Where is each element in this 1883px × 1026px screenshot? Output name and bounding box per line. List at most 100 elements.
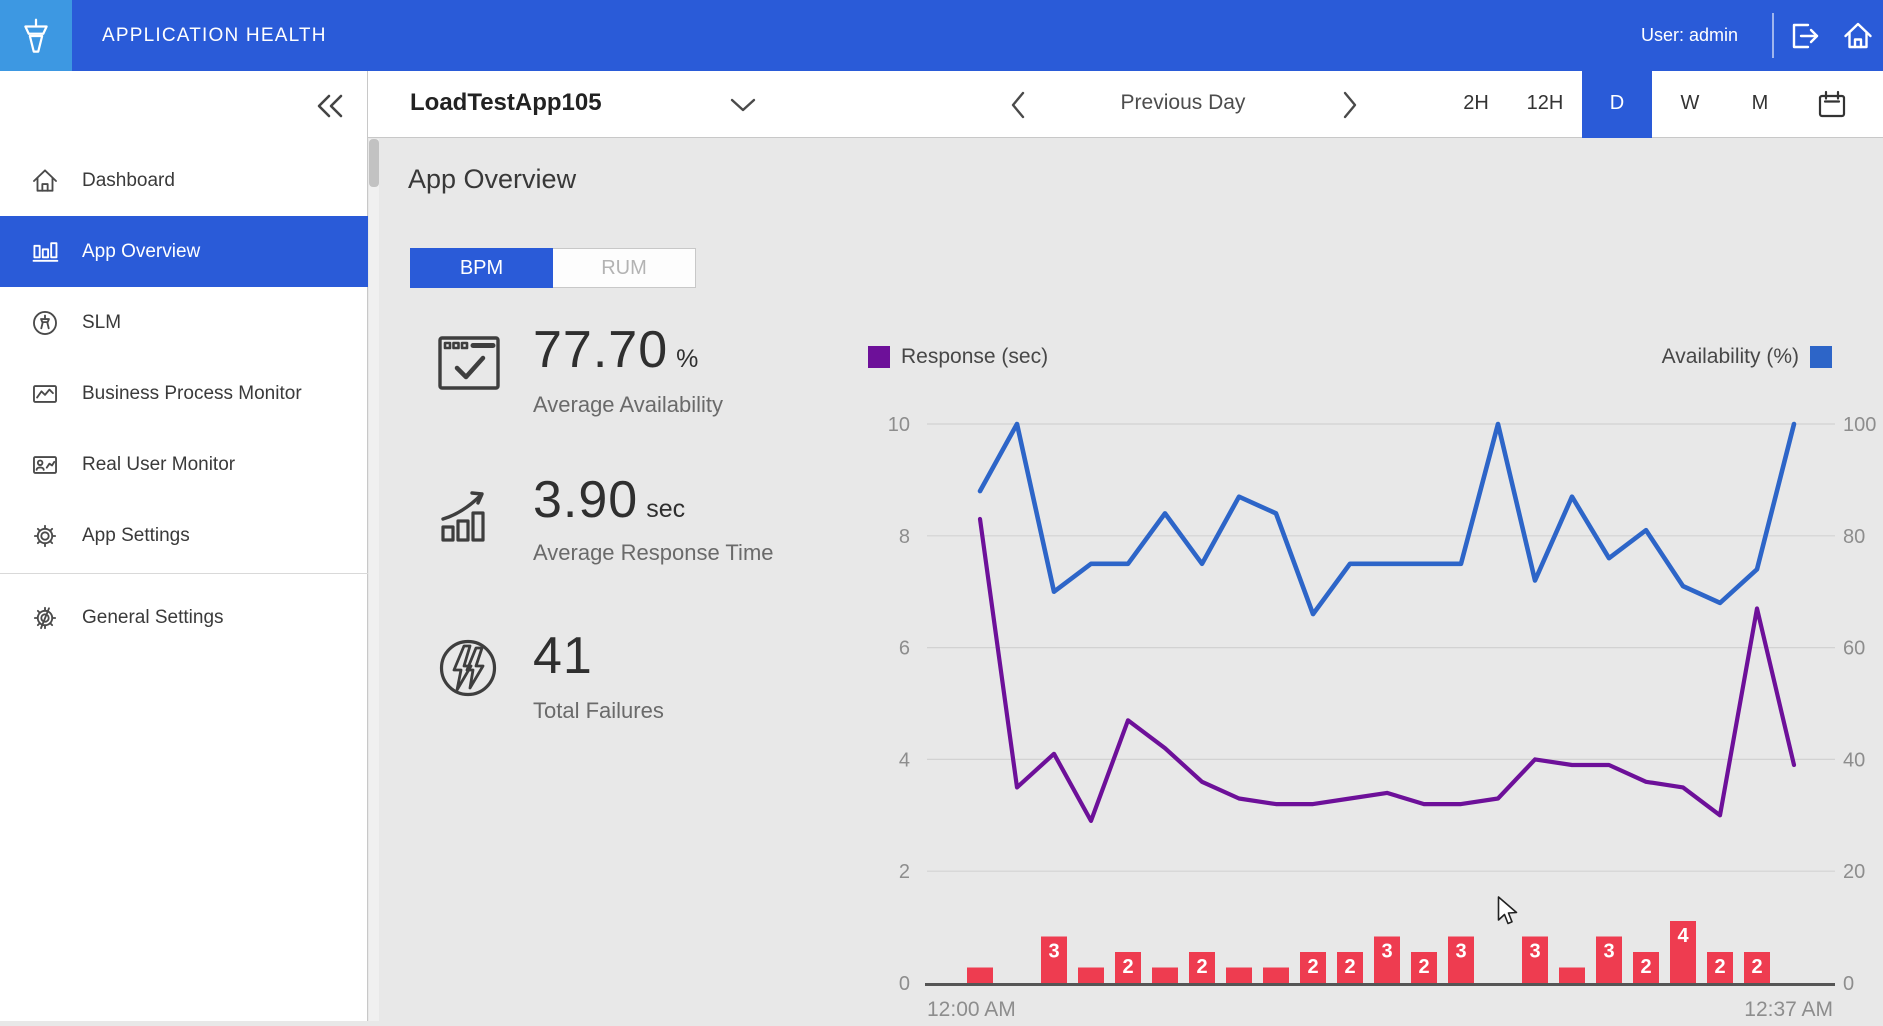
gear-icon [30,521,60,551]
gear-pencil-icon [30,603,60,633]
sidebar-item-general-settings[interactable]: General Settings [0,582,368,653]
slm-tower-icon [30,308,60,338]
next-arrow-icon[interactable] [1342,91,1358,119]
svg-text:2: 2 [1751,956,1762,978]
sidebar-item-dashboard[interactable]: Dashboard [0,145,368,216]
sidebar-item-app-overview[interactable]: App Overview [0,216,368,287]
svg-text:12:37 AM: 12:37 AM [1744,998,1833,1021]
svg-text:10: 10 [888,414,910,436]
collapse-sidebar-icon[interactable] [313,89,347,123]
svg-text:3: 3 [1048,941,1059,963]
chart-frame-icon [30,379,60,409]
range-week-button[interactable]: W [1680,92,1700,114]
bpm-toggle-button[interactable]: BPM [410,248,553,288]
calendar-check-icon [437,333,501,393]
home-icon [30,166,60,196]
svg-text:4: 4 [1677,925,1689,947]
chart-canvas: 10 100 8 80 6 60 4 40 2 20 0 0 3 2 2 2 2 3 2 3 3 3 2 4 2 2 12:00 A… [888,414,1877,1021]
svg-text:2: 2 [1640,956,1651,978]
sidebar-item-label: App Settings [82,524,190,546]
lightning-circle-icon [437,638,501,698]
total-failures-label: Total Failures [533,698,664,723]
sidebar-item-label: Real User Monitor [82,453,236,475]
svg-text:2: 2 [1344,956,1355,978]
sidebar-nav: Dashboard App Overview SLM Business Proc… [0,145,368,653]
range-12h-button[interactable]: 12H [1526,92,1564,114]
sidebar-item-app-settings[interactable]: App Settings [0,500,368,571]
sidebar-divider [0,573,368,574]
response-time-value: 3.90 sec [533,470,685,530]
response-time-label: Average Response Time [533,540,774,565]
response-legend-label: Response (sec) [901,345,1049,368]
mouse-cursor [1497,896,1519,926]
svg-text:40: 40 [1843,749,1865,771]
sidebar-item-label: General Settings [82,606,224,628]
app-logo[interactable] [0,0,72,71]
svg-text:100: 100 [1843,414,1876,436]
page-title: APPLICATION HEALTH [102,25,327,46]
user-frame-icon [30,450,60,480]
scrollbar-track[interactable] [369,139,379,1021]
availability-unit: % [676,345,699,373]
time-nav-label[interactable]: Previous Day [1120,91,1246,114]
svg-text:3: 3 [1529,941,1540,963]
svg-text:3: 3 [1603,941,1614,963]
scrollbar-thumb[interactable] [369,139,379,187]
bpm-rum-toggle: BPM RUM [410,248,696,288]
response-time-unit: sec [646,495,686,523]
svg-text:80: 80 [1843,526,1865,548]
bar-chart-icon [30,237,60,267]
range-month-button[interactable]: M [1751,92,1769,114]
availability-label: Average Availability [533,392,723,417]
legend-availability: Availability (%) [1598,345,1832,369]
sidebar-item-business-process-monitor[interactable]: Business Process Monitor [0,358,368,429]
range-2h-button[interactable]: 2H [1463,92,1489,114]
sidebar-item-real-user-monitor[interactable]: Real User Monitor [0,429,368,500]
previous-arrow-icon[interactable] [1010,91,1026,119]
svg-text:2: 2 [1122,956,1133,978]
logout-icon[interactable] [1787,19,1821,53]
svg-text:3: 3 [1455,941,1466,963]
sidebar-item-label: Dashboard [82,169,175,191]
total-failures-number: 41 [533,627,593,685]
sidebar-item-label: Business Process Monitor [82,382,302,404]
sidebar-item-slm[interactable]: SLM [0,287,368,358]
svg-text:0: 0 [1843,973,1854,995]
control-tower-icon [24,18,48,53]
svg-text:2: 2 [1418,956,1429,978]
sidebar-item-label: SLM [82,311,122,333]
timeseries-chart: 10 100 8 80 6 60 4 40 2 20 0 0 3 2 2 2 2 3 2 3 3 3 2 4 2 2 12:00 A… [740,410,1883,1021]
svg-text:2: 2 [1196,956,1207,978]
availability-number: 77.70 [533,321,669,379]
calendar-icon[interactable] [1816,89,1848,121]
svg-text:4: 4 [899,749,910,771]
toolbar: LoadTestApp105 Previous Day 2H 12H D W M [368,71,1883,138]
growth-chart-icon [437,484,501,544]
home-icon[interactable] [1841,19,1875,53]
svg-text:60: 60 [1843,638,1865,660]
svg-text:0: 0 [899,973,910,995]
svg-text:2: 2 [899,861,910,883]
availability-legend-swatch [1810,346,1832,368]
chevron-down-icon[interactable] [730,97,756,113]
svg-text:20: 20 [1843,861,1865,883]
svg-text:3: 3 [1381,941,1392,963]
header-divider [1772,13,1774,58]
svg-text:2: 2 [1714,956,1725,978]
app-selector[interactable]: LoadTestApp105 [410,89,602,116]
response-time-number: 3.90 [533,471,639,529]
response-legend-swatch [868,346,890,368]
availability-legend-label: Availability (%) [1661,345,1799,368]
top-header-bar: APPLICATION HEALTH User: admin [0,0,1883,71]
legend-response: Response (sec) [868,345,1048,369]
svg-text:8: 8 [899,526,910,548]
section-title: App Overview [408,164,577,194]
sidebar: Dashboard App Overview SLM Business Proc… [0,71,368,1021]
svg-text:12:00 AM: 12:00 AM [927,998,1016,1021]
availability-value: 77.70% [533,320,698,380]
total-failures-value: 41 [533,626,601,686]
svg-text:2: 2 [1307,956,1318,978]
rum-toggle-button[interactable]: RUM [553,248,696,288]
range-day-button[interactable]: D [1582,71,1652,138]
